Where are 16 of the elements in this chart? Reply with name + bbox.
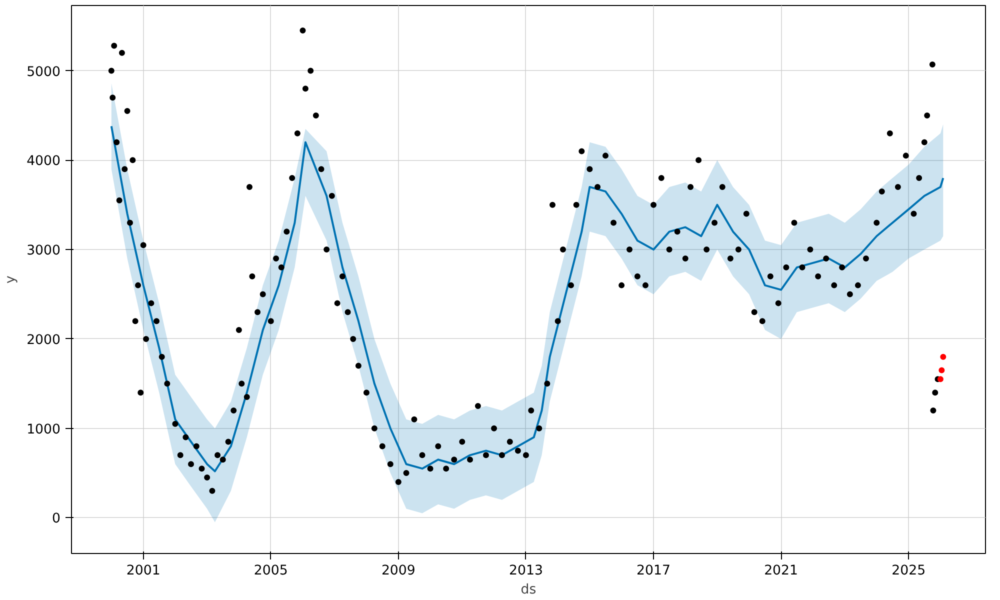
y-tick-label: 5000 — [26, 64, 61, 80]
x-tick-label: 2017 — [636, 564, 670, 578]
x-axis-title: ds — [520, 582, 536, 598]
x-tick-label: 2005 — [254, 564, 288, 578]
y-tick-label: 1000 — [26, 422, 61, 438]
y-tick-label: 2000 — [26, 332, 61, 348]
x-tick-label: 2009 — [381, 564, 416, 578]
y-tick-label: 0 — [52, 512, 61, 527]
y-tick-label: 4000 — [26, 154, 61, 170]
y-axis-title: y — [4, 275, 19, 284]
line-series — [110, 125, 944, 472]
x-tick-label: 2001 — [126, 564, 160, 578]
y-tick-label: 3000 — [26, 244, 61, 259]
x-tick-label: 2021 — [764, 564, 798, 578]
x-tick-label: 2013 — [509, 564, 543, 578]
x-tick-label: 2025 — [892, 564, 926, 578]
